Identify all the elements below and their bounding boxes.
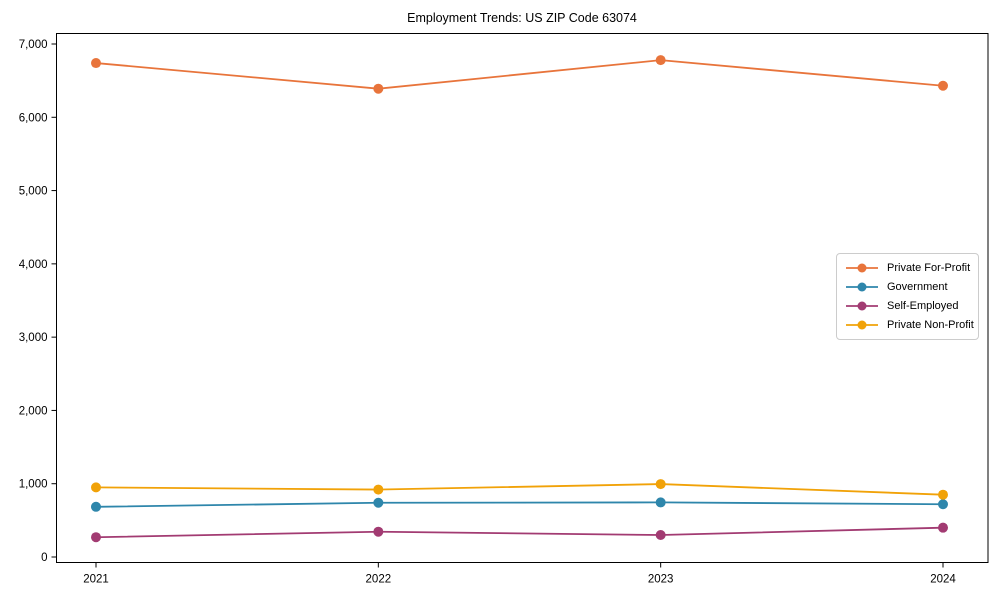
- y-axis-tick-label: 3,000: [19, 332, 48, 344]
- data-point-private-for-profit-2023: [655, 55, 666, 66]
- data-point-self-employed-2024: [938, 522, 948, 533]
- legend-marker-icon: [846, 282, 878, 292]
- data-point-private-non-profit-2021: [91, 482, 101, 493]
- data-point-private-for-profit-2024: [938, 80, 948, 91]
- legend-item-private-for-profit: Private For-Profit: [845, 262, 970, 274]
- legend-item-self-employed: Self-Employed: [845, 300, 970, 312]
- x-axis-tick-label: 2023: [648, 574, 674, 586]
- y-axis-tick-label: 4,000: [19, 259, 48, 271]
- legend-dot-icon: [857, 282, 867, 292]
- x-axis-tick-label: 2022: [366, 574, 392, 586]
- y-axis-tick-label: 0: [41, 552, 47, 564]
- legend-dot-icon: [857, 263, 867, 273]
- data-point-private-non-profit-2022: [373, 484, 384, 495]
- x-axis-tick-label: 2021: [83, 574, 109, 586]
- legend-item-government: Government: [845, 281, 970, 293]
- data-point-self-employed-2022: [373, 526, 384, 537]
- y-axis-tick-label: 5,000: [19, 186, 48, 198]
- y-axis-tick-label: 1,000: [19, 479, 48, 491]
- series-line-government: [95, 501, 944, 508]
- legend: Private For-Profit Government Self-Emplo…: [836, 253, 979, 340]
- series-line-private-for-profit: [95, 59, 944, 90]
- series-line-private-non-profit: [95, 483, 944, 496]
- legend-dot-icon: [857, 301, 867, 311]
- legend-label: Government: [887, 280, 948, 293]
- data-point-government-2021: [91, 501, 101, 512]
- chart-title: Employment Trends: US ZIP Code 63074: [407, 11, 637, 25]
- x-axis-tick-label: 2024: [930, 574, 956, 586]
- data-point-government-2022: [373, 497, 384, 508]
- data-point-government-2023: [655, 497, 666, 508]
- legend-label: Private For-Profit: [887, 261, 971, 274]
- legend-dot-icon: [857, 320, 867, 330]
- legend-label: Private Non-Profit: [887, 319, 974, 332]
- y-axis-tick-label: 7,000: [19, 39, 48, 51]
- legend-marker-icon: [846, 301, 878, 311]
- plot-border: [56, 33, 989, 563]
- y-axis-tick-label: 2,000: [19, 405, 48, 417]
- data-point-private-for-profit-2022: [373, 83, 384, 94]
- legend-marker-icon: [846, 263, 878, 273]
- data-point-private-non-profit-2023: [655, 479, 666, 490]
- legend-item-private-non-profit: Private Non-Profit: [845, 319, 974, 331]
- series-line-self-employed: [95, 526, 944, 539]
- data-point-self-employed-2023: [655, 530, 666, 541]
- data-point-government-2024: [938, 499, 948, 510]
- data-point-self-employed-2021: [91, 532, 101, 543]
- data-point-private-non-profit-2024: [938, 489, 948, 500]
- y-axis-tick-label: 6,000: [19, 112, 48, 124]
- data-point-private-for-profit-2021: [91, 58, 101, 69]
- legend-label: Self-Employed: [887, 300, 959, 313]
- legend-marker-icon: [846, 320, 878, 330]
